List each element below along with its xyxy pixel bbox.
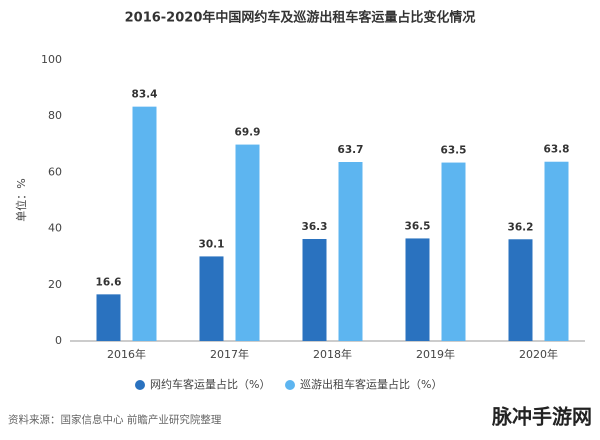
value-label: 63.8: [544, 144, 570, 156]
x-tick-label: 2018年: [313, 347, 352, 361]
bar: [508, 239, 533, 341]
value-label: 36.3: [302, 221, 328, 233]
bar: [441, 162, 466, 341]
watermark: 脉冲手游网: [491, 405, 592, 429]
x-tick-label: 2017年: [210, 347, 249, 361]
legend-marker: [135, 380, 145, 390]
bar: [199, 256, 224, 341]
x-tick-label: 2019年: [416, 347, 455, 361]
bar: [96, 294, 121, 341]
y-tick-label: 0: [55, 334, 62, 347]
y-tick-label: 60: [48, 165, 62, 178]
legend-label: 网约车客运量占比（%）: [150, 377, 270, 391]
bar: [544, 161, 569, 341]
value-label: 63.5: [441, 145, 467, 157]
value-label: 36.2: [508, 221, 534, 233]
chart-title: 2016-2020年中国网约车及巡游出租车客运量占比变化情况: [125, 10, 476, 26]
y-tick-label: 80: [48, 109, 62, 122]
value-label: 16.6: [96, 276, 122, 288]
y-axis-label: 单位：%: [14, 178, 28, 221]
value-label: 83.4: [132, 89, 158, 101]
y-tick-label: 20: [48, 278, 62, 291]
x-tick-label: 2016年: [107, 347, 146, 361]
bar: [302, 238, 327, 341]
bar: [405, 238, 430, 341]
bar: [132, 106, 157, 341]
y-tick-label: 40: [48, 222, 62, 235]
bar: [338, 162, 363, 341]
value-label: 63.7: [338, 144, 364, 156]
value-label: 36.5: [405, 220, 431, 232]
bar: [235, 144, 260, 341]
value-label: 69.9: [235, 127, 261, 139]
legend-label: 巡游出租车客运量占比（%）: [300, 377, 442, 391]
legend-marker: [285, 380, 295, 390]
source: 资料来源：国家信息中心 前瞻产业研究院整理: [8, 413, 222, 426]
y-tick-label: 100: [41, 53, 62, 66]
value-label: 30.1: [199, 238, 225, 250]
x-tick-label: 2020年: [519, 347, 558, 361]
